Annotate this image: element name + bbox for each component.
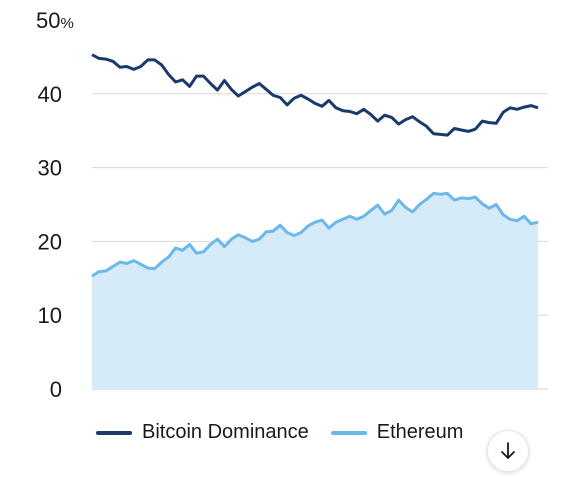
legend-label-bitcoin: Bitcoin Dominance <box>142 421 309 443</box>
y-tick-label: 0 <box>50 377 62 402</box>
series-lines <box>91 53 539 278</box>
series-line-0 <box>91 53 539 137</box>
y-axis-ticks: 0 10 20 30 40 50% <box>36 8 74 402</box>
y-unit-suffix: % <box>60 15 73 32</box>
chart: 0 10 20 30 40 50% <box>36 8 548 402</box>
series-line-1 <box>91 191 539 278</box>
legend-swatch-ethereum <box>330 430 367 435</box>
y-tick-label: 40 <box>38 82 62 107</box>
y-tick-label: 20 <box>38 229 62 254</box>
legend-item-ethereum: Ethereum <box>330 421 464 444</box>
scroll-down-button[interactable] <box>487 430 529 472</box>
series-areas <box>92 193 538 389</box>
series-area-1 <box>92 193 538 389</box>
y-tick-label: 50% <box>36 8 74 33</box>
legend-label-ethereum: Ethereum <box>376 421 464 443</box>
y-tick-label: 10 <box>38 303 62 328</box>
y-tick-label: 30 <box>38 156 62 181</box>
legend-swatch-bitcoin <box>96 430 132 435</box>
legend: Bitcoin Dominance Ethereum <box>96 421 485 444</box>
arrow-down-icon <box>501 442 515 459</box>
legend-item-bitcoin: Bitcoin Dominance <box>96 421 309 444</box>
